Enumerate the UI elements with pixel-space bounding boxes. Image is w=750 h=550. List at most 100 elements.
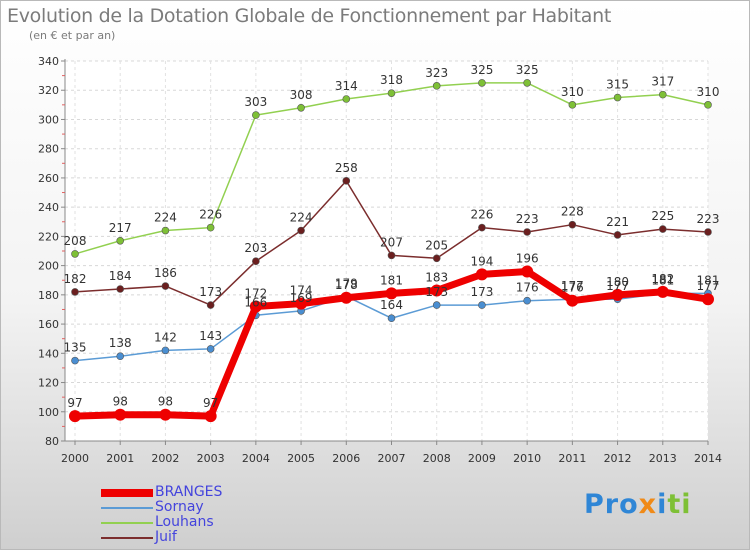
data-label: 138: [109, 336, 132, 350]
data-label: 176: [561, 281, 584, 295]
data-point: [432, 301, 441, 309]
data-point: [342, 95, 351, 103]
data-label: 323: [425, 66, 448, 80]
data-point: [252, 111, 260, 119]
data-label: 164: [380, 298, 403, 312]
chart-legend: BRANGES Sornay Louhans Juif: [101, 484, 301, 545]
data-point: [161, 346, 170, 355]
data-label: 142: [154, 330, 177, 344]
x-tick-label: 2007: [378, 452, 406, 465]
data-point: [704, 101, 712, 109]
data-point: [297, 103, 305, 112]
data-point: [475, 268, 488, 281]
data-point: [161, 282, 170, 290]
data-label: 98: [113, 395, 128, 409]
data-label: 208: [64, 234, 87, 248]
data-label: 176: [516, 281, 539, 295]
data-label: 166: [244, 295, 267, 309]
legend-swatch: [101, 537, 153, 539]
proxiti-logo: Proxiti: [584, 489, 692, 520]
plot-area: [65, 61, 708, 441]
data-label: 97: [203, 396, 218, 410]
x-tick-label: 2011: [558, 452, 586, 465]
data-label: 178: [335, 278, 358, 292]
x-tick-label: 2002: [151, 452, 179, 465]
x-tick-label: 2001: [106, 452, 134, 465]
data-label: 169: [290, 291, 313, 305]
data-label: 174: [290, 284, 313, 298]
chart-subtitle: (en € et par an): [29, 29, 116, 42]
y-tick-label: 200: [38, 260, 59, 273]
legend-label: Juif: [155, 529, 177, 545]
x-tick-label: 2004: [242, 452, 270, 465]
y-tick-label: 160: [38, 318, 59, 331]
data-label: 179: [335, 276, 358, 290]
data-point: [69, 410, 81, 423]
y-tick-label: 340: [38, 55, 59, 68]
data-label: 224: [290, 211, 313, 225]
data-label: 315: [606, 78, 629, 92]
legend-item-juif: Juif: [101, 529, 301, 545]
data-label: 226: [470, 208, 493, 222]
legend-label: Sornay: [155, 499, 204, 515]
data-point: [252, 257, 260, 266]
x-tick-label: 2013: [649, 452, 677, 465]
x-tick-label: 2009: [468, 452, 496, 465]
data-point: [161, 226, 170, 235]
data-label: 207: [380, 235, 403, 249]
data-label: 217: [109, 221, 132, 235]
data-point: [71, 356, 79, 365]
data-point: [568, 220, 577, 229]
x-tick-label: 2012: [604, 452, 632, 465]
y-tick-label: 260: [38, 172, 59, 185]
legend-label: BRANGES: [155, 484, 223, 500]
data-point: [71, 288, 79, 296]
data-point: [478, 223, 486, 232]
data-point: [387, 314, 396, 323]
x-tick-label: 2014: [694, 452, 722, 465]
legend-item-branges: BRANGES: [101, 484, 301, 500]
data-label: 173: [425, 285, 448, 299]
data-point: [116, 352, 125, 361]
data-label: 223: [697, 212, 720, 226]
legend-swatch: [101, 507, 153, 509]
data-label: 224: [154, 211, 177, 225]
data-point: [704, 228, 712, 236]
data-label: 177: [697, 279, 720, 293]
data-label: 228: [561, 205, 584, 219]
y-tick-label: 120: [38, 377, 59, 390]
data-point: [568, 101, 577, 109]
data-point: [656, 285, 669, 298]
data-point: [613, 93, 622, 102]
data-label: 203: [244, 241, 267, 255]
data-point: [611, 288, 624, 301]
x-tick-label: 2000: [61, 452, 89, 465]
data-label: 180: [606, 275, 629, 289]
legend-swatch: [101, 489, 153, 497]
chart-title: Evolution de la Dotation Globale de Fonc…: [7, 5, 612, 27]
data-point: [159, 408, 172, 421]
data-label: 310: [561, 85, 584, 99]
data-point: [206, 223, 215, 232]
data-point: [702, 293, 714, 306]
data-label: 172: [244, 287, 267, 301]
y-tick-label: 80: [45, 435, 59, 448]
x-tick-label: 2005: [287, 452, 315, 465]
data-point: [249, 300, 262, 313]
data-label: 97: [67, 396, 82, 410]
data-point: [387, 89, 396, 97]
data-label: 325: [516, 63, 539, 77]
data-label: 184: [109, 269, 132, 283]
data-label: 183: [425, 270, 448, 284]
data-label: 314: [335, 79, 358, 93]
legend-item-louhans: Louhans: [101, 514, 301, 530]
data-label: 173: [470, 285, 493, 299]
legend-swatch: [101, 522, 153, 524]
data-point: [206, 301, 215, 309]
y-tick-label: 180: [38, 289, 59, 302]
data-label: 182: [64, 272, 87, 286]
data-label: 258: [335, 161, 358, 175]
data-label: 205: [425, 238, 448, 252]
data-point: [342, 177, 351, 185]
